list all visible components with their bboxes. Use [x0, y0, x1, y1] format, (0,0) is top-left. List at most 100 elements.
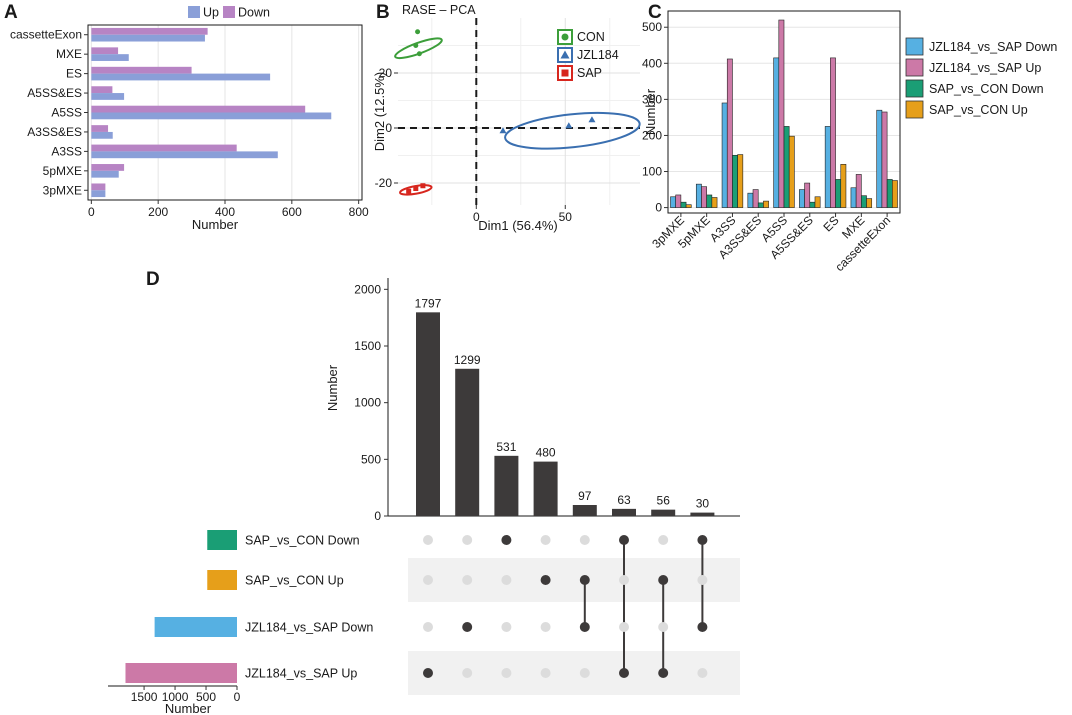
- matrix-dot-active: [579, 622, 590, 632]
- ytick-label-d: 1500: [354, 339, 381, 353]
- ytick-label-b: 20: [379, 66, 393, 80]
- legend-label-b: SAP: [577, 66, 602, 80]
- matrix-dot-inactive: [697, 668, 708, 678]
- confidence-ellipse-jzl184: [504, 111, 641, 150]
- y-axis-title-b: Dim2 (12.5%): [372, 72, 387, 151]
- xtick-label-a: 0: [88, 205, 95, 219]
- point-con: [416, 51, 422, 57]
- bar-A3SS: [732, 154, 738, 208]
- intersection-count-label: 531: [496, 440, 516, 454]
- legend-marker-b: [561, 33, 569, 41]
- panel-letter-b: B: [376, 2, 390, 23]
- matrix-dot-inactive: [462, 535, 473, 545]
- matrix-dot-inactive: [697, 575, 708, 585]
- bar-cassetteExon: [892, 180, 898, 208]
- intersection-bar: [494, 455, 519, 516]
- bar-5pMXE: [701, 186, 707, 208]
- matrix-dot-inactive: [501, 668, 512, 678]
- bar-up-A3SS&ES: [91, 131, 113, 139]
- bar-ES: [824, 126, 831, 208]
- bar-down-ES: [91, 66, 192, 74]
- set-size-tick-label: 1500: [131, 690, 158, 704]
- panel-b-pca-scatter: RASE – PCA 0 50 -20 0 20 Dim1 (56.4%) Dim2 (12.…: [372, 3, 641, 233]
- set-size-tick-label: 0: [234, 690, 241, 704]
- category-label-a: cassetteExon: [10, 28, 82, 42]
- legend-swatch-a: [223, 6, 235, 18]
- bar-down-3pMXE: [91, 183, 106, 191]
- bar-A5SS: [788, 135, 795, 208]
- ytick-label-c: 300: [642, 92, 662, 106]
- y-axis-title-d: Number: [325, 364, 340, 411]
- bar-5pMXE: [706, 194, 713, 208]
- set-label: JZL184_vs_SAP Up: [245, 667, 357, 681]
- category-label-a: ES: [66, 67, 82, 81]
- set-label: SAP_vs_CON Up: [245, 574, 344, 588]
- bar-ES: [835, 179, 842, 208]
- matrix-dot-inactive: [579, 535, 590, 545]
- bar-up-5pMXE: [91, 170, 119, 178]
- matrix-dot-inactive: [462, 668, 473, 678]
- legend-swatch-c: [905, 100, 924, 119]
- bar-MXE: [855, 174, 862, 208]
- bar-cassetteExon: [886, 179, 893, 208]
- bar-up-3pMXE: [91, 190, 106, 198]
- bar-down-5pMXE: [91, 164, 125, 171]
- ytick-label-b: -20: [375, 176, 393, 190]
- panel-letter-c: C: [648, 2, 662, 23]
- x-axis-title-a: Number: [192, 217, 239, 232]
- bar-A3SS&ES: [747, 192, 754, 208]
- ytick-label-c: 400: [642, 56, 662, 70]
- bar-3pMXE: [670, 196, 676, 208]
- ytick-label-c: 0: [655, 201, 662, 215]
- bar-down-A3SS: [91, 144, 237, 152]
- matrix-dot-inactive: [540, 668, 551, 678]
- set-size-bar: [154, 617, 237, 637]
- set-label: JZL184_vs_SAP Down: [245, 621, 373, 635]
- intersection-count-label: 30: [696, 497, 710, 511]
- bar-A5SS&ES: [814, 196, 821, 208]
- matrix-dot-inactive: [501, 575, 512, 585]
- bar-3pMXE: [685, 204, 692, 208]
- matrix-dot-active: [423, 668, 433, 678]
- matrix-dot-active: [697, 622, 708, 632]
- matrix-dot-inactive: [423, 575, 433, 585]
- matrix-dot-active: [619, 668, 629, 678]
- matrix-dot-inactive: [540, 535, 551, 545]
- ytick-label-b: 0: [385, 121, 392, 135]
- bar-up-ES: [91, 73, 271, 81]
- set-size-bar: [207, 570, 237, 590]
- matrix-dot-active: [501, 535, 512, 545]
- intersection-bar: [455, 368, 480, 516]
- set-size-axis-title: Number: [165, 701, 212, 715]
- xtick-label-a: 600: [282, 205, 302, 219]
- panel-d-upset-plot: 0 500 1000 1500 2000 Number 1797 1299 531 480 97 63…: [108, 278, 740, 715]
- bar-up-MXE: [91, 54, 129, 61]
- intersection-bar: [612, 508, 636, 516]
- bar-up-cassetteExon: [91, 34, 205, 42]
- legend-marker-b: [560, 50, 570, 59]
- point-sap: [420, 183, 426, 189]
- bar-A3SS: [737, 154, 744, 208]
- legend-label-a: Up: [203, 6, 219, 20]
- matrix-dot-inactive: [462, 575, 473, 585]
- category-label-a: A5SS&ES: [27, 86, 82, 100]
- matrix-dot-inactive: [579, 668, 590, 678]
- legend-label-b: JZL184: [577, 48, 619, 62]
- bar-A5SS: [783, 126, 790, 208]
- x-axis-title-b: Dim1 (56.4%): [478, 218, 557, 233]
- intersection-bar: [533, 461, 558, 516]
- ytick-label-c: 200: [642, 128, 662, 142]
- bar-A5SS: [778, 19, 785, 208]
- plot-background-b: [398, 18, 640, 205]
- intersection-count-label: 1299: [454, 353, 481, 367]
- point-jzl184: [588, 116, 596, 123]
- ytick-label-d: 1000: [354, 396, 381, 410]
- matrix-row-stripe: [408, 651, 740, 695]
- set-label: SAP_vs_CON Down: [245, 534, 360, 548]
- intersection-count-label: 480: [536, 446, 556, 460]
- point-con: [413, 43, 419, 48]
- legend-marker-b: [561, 69, 569, 77]
- set-size-bar: [125, 663, 237, 683]
- matrix-dot-inactive: [619, 575, 629, 585]
